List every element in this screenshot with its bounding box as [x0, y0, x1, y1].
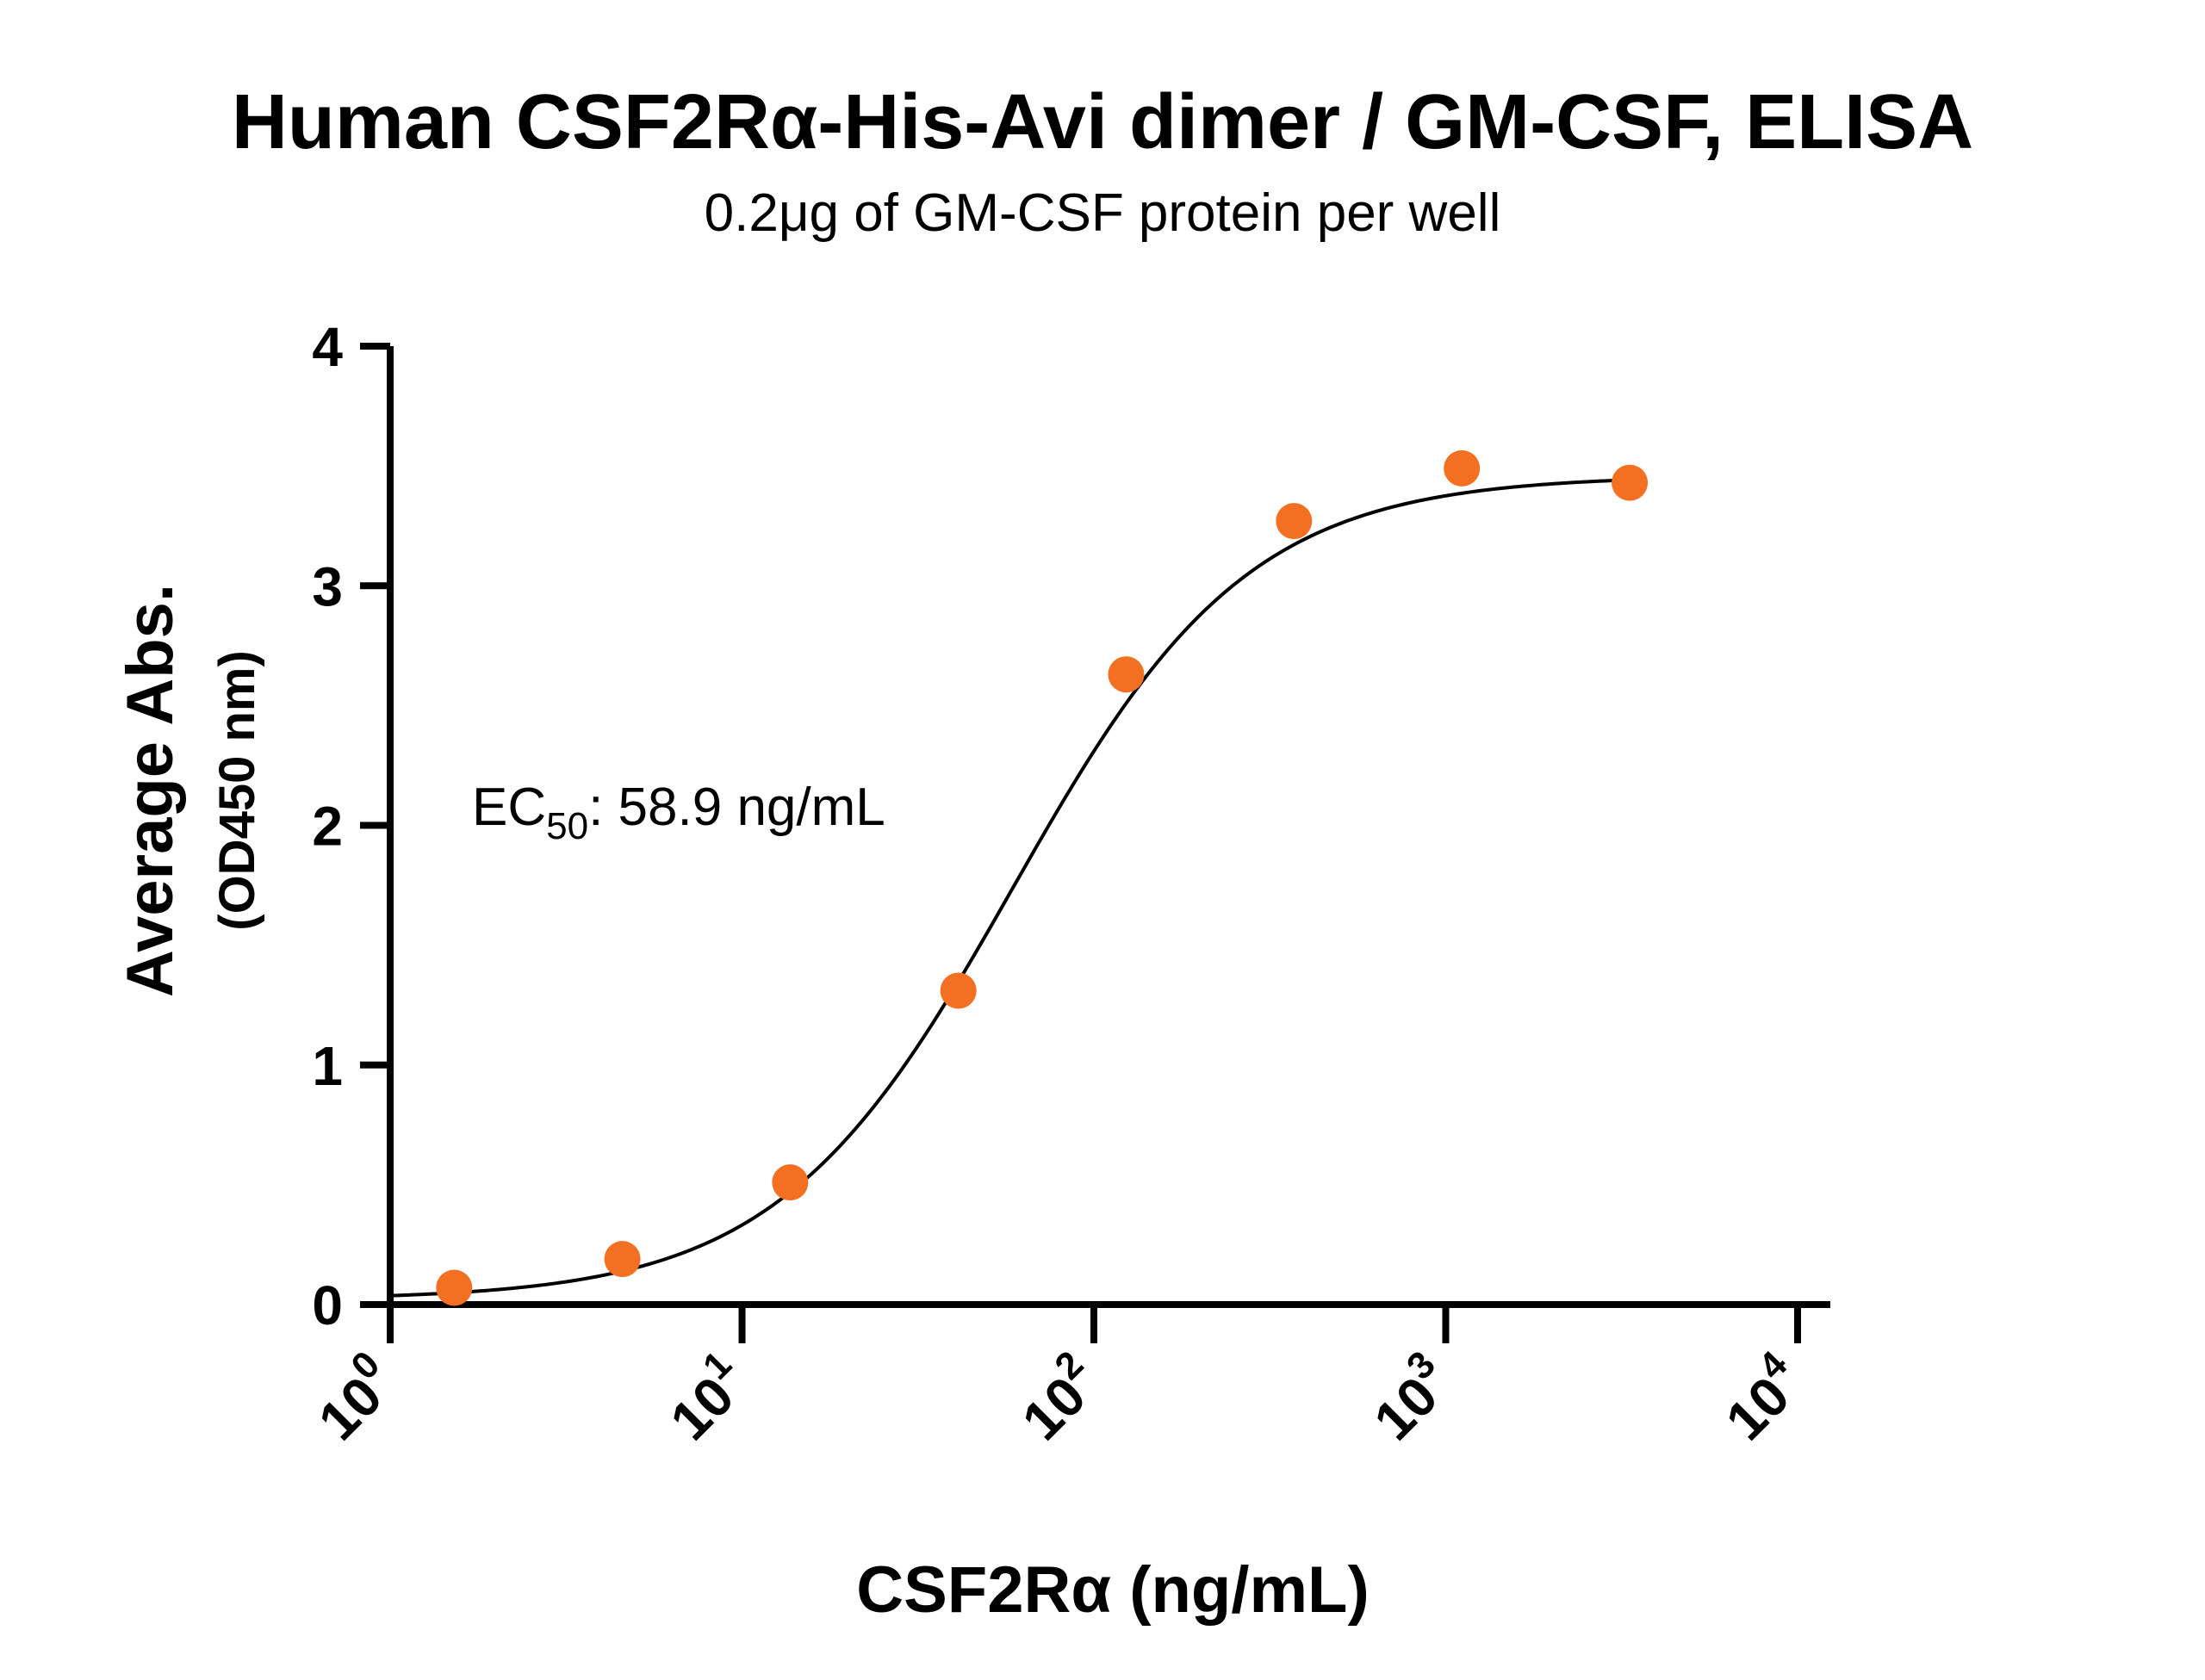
- x-tick-label-group: 101: [652, 1343, 761, 1452]
- x-tick-label: 102: [1003, 1343, 1112, 1452]
- data-point: [1108, 656, 1145, 693]
- y-tick-label: 0: [312, 1274, 343, 1336]
- data-point: [1444, 449, 1481, 487]
- data-point: [604, 1241, 641, 1278]
- data-point: [436, 1269, 473, 1306]
- data-point: [772, 1164, 809, 1201]
- y-tick-label: 3: [312, 555, 343, 617]
- ec50-value: : 58.9 ng/mL: [588, 778, 885, 837]
- data-point: [1612, 464, 1649, 501]
- x-tick-label: 104: [1707, 1342, 1817, 1452]
- data-point: [940, 972, 977, 1009]
- x-tick-label-group: 100: [300, 1343, 408, 1452]
- y-axis-label: Average Abs. (OD450 nm): [114, 584, 265, 997]
- x-axis-title: CSF2Rα (ng/mL): [856, 1553, 1370, 1627]
- x-tick-label: 103: [1356, 1343, 1464, 1452]
- x-tick-label-group: 104: [1707, 1342, 1817, 1452]
- x-tick-label: 100: [300, 1343, 408, 1452]
- x-tick-label: 101: [652, 1343, 761, 1452]
- x-tick-label-group: 102: [1003, 1343, 1112, 1452]
- y-tick-label: 2: [312, 796, 343, 858]
- y-tick-label: 4: [312, 316, 343, 378]
- ec50-subscript: 50: [546, 805, 588, 847]
- y-axis-title: Average Abs.: [114, 584, 187, 997]
- fit-curve: [389, 478, 1630, 1298]
- chart-subtitle: 0.2μg of GM-CSF protein per well: [705, 183, 1501, 243]
- y-axis-unit: (OD450 nm): [209, 650, 265, 931]
- chart-title: Human CSF2Rα-His-Avi dimer / GM-CSF, ELI…: [232, 79, 1973, 165]
- data-point: [1276, 503, 1313, 540]
- x-tick-label-group: 103: [1356, 1343, 1464, 1452]
- ec50-annotation: EC50: 58.9 ng/mL: [472, 778, 885, 847]
- ec50-prefix: EC: [472, 778, 546, 837]
- plot-area: 0 1 2 3 4 100 101 102 103 104: [300, 316, 1830, 1452]
- y-tick-label: 1: [312, 1035, 343, 1097]
